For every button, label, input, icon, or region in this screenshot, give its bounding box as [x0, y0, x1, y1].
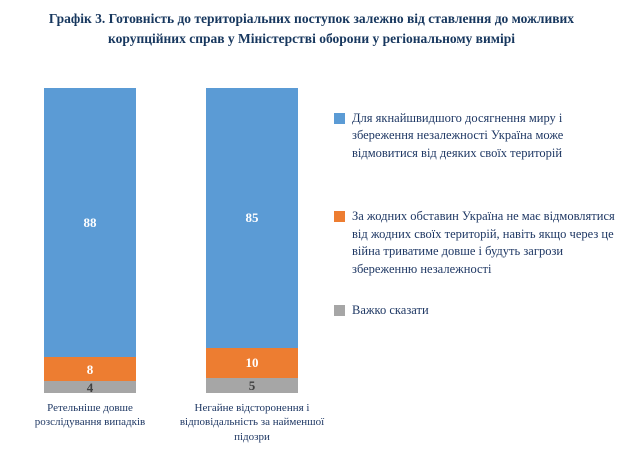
legend-swatch	[334, 211, 345, 222]
data-label: 88	[83, 214, 97, 230]
legend-label: Важко сказати	[352, 303, 429, 317]
bar-segment: 88	[44, 87, 136, 357]
bar-column: 85 10 5 Негайне відсторонення і відповідаль…	[174, 87, 330, 446]
category-label: Ретельніше довше розслідування випадків	[34, 401, 146, 429]
legend-swatch	[334, 112, 345, 124]
bar-segment: 4	[44, 379, 136, 395]
bar-column: 88 8 4 Ретельніше довше розслідування випад…	[12, 87, 168, 446]
legend-swatch	[334, 305, 345, 316]
plot-area: 88 8 4 Ретельніше довше розслідування випад…	[0, 87, 330, 446]
bar-segment: 5	[206, 378, 298, 394]
data-label: 8	[86, 361, 94, 377]
chart-title: Графік 3. Готовність до територіальних п…	[48, 11, 575, 47]
bar-segment: 8	[44, 356, 136, 382]
chart-area: 88 8 4 Ретельніше довше розслідування випад…	[0, 87, 623, 446]
category-label: Негайне відсторонення і відповідальність…	[179, 401, 325, 444]
data-label: 10	[245, 355, 259, 371]
legend-item: Важко сказати	[334, 302, 623, 320]
bar-segment: 10	[206, 347, 298, 379]
stacked-bar: 88 8 4	[44, 87, 136, 395]
legend-label: За жодних обставин Україна не має відмов…	[352, 209, 615, 276]
data-label: 5	[248, 378, 256, 394]
data-label: 85	[245, 210, 259, 226]
legend: Для якнайшвидшого досягнення миру і збер…	[330, 88, 623, 446]
stacked-bar: 85 10 5	[206, 87, 298, 394]
data-label: 4	[86, 379, 94, 395]
legend-label: Для якнайшвидшого досягнення миру і збер…	[352, 110, 564, 160]
bar-segment: 85	[206, 87, 298, 348]
legend-item: Для якнайшвидшого досягнення миру і збер…	[334, 110, 623, 163]
legend-item: За жодних обставин Україна не має відмов…	[334, 208, 623, 278]
